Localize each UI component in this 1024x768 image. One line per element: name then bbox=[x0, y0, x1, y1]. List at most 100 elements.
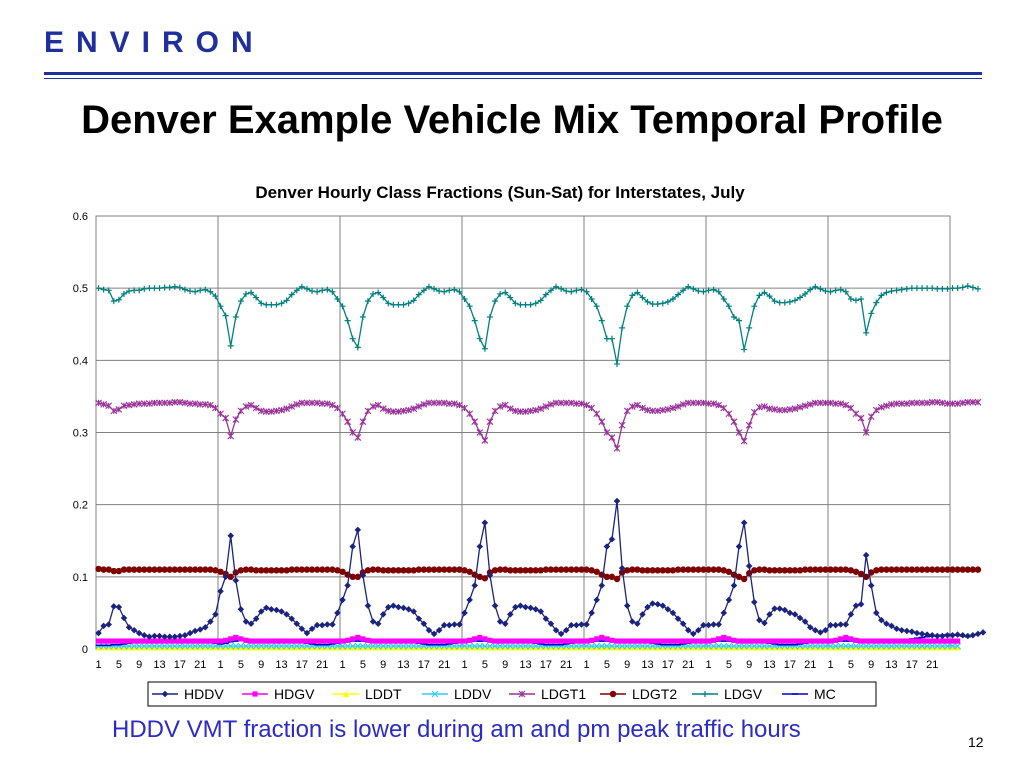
data-point-lddt bbox=[878, 644, 885, 651]
data-point-ldgv bbox=[497, 290, 504, 297]
data-point-ldgv bbox=[913, 285, 920, 292]
data-point-ldgv bbox=[542, 291, 549, 298]
data-point-ldgv bbox=[298, 283, 305, 290]
data-point-hddv bbox=[420, 620, 428, 628]
data-point-hdgv bbox=[126, 638, 132, 644]
data-point-hdgv bbox=[619, 638, 625, 644]
data-point-lddt bbox=[176, 644, 183, 651]
data-point-hdgv bbox=[833, 637, 839, 643]
data-point-ldgt1 bbox=[328, 401, 336, 409]
data-point-ldgt2 bbox=[512, 567, 519, 574]
data-point-lddt bbox=[512, 644, 519, 651]
data-point-hdgv bbox=[629, 638, 635, 644]
data-point-ldgt1 bbox=[344, 418, 352, 426]
data-point-hdgv bbox=[746, 638, 752, 644]
data-point-lddt bbox=[486, 644, 493, 651]
data-point-ldgt1 bbox=[95, 399, 102, 407]
data-point-lddt bbox=[563, 644, 570, 651]
data-point-ldgt1 bbox=[603, 429, 611, 436]
data-point-lddt bbox=[395, 644, 402, 651]
data-point-lddt bbox=[283, 644, 290, 651]
data-point-ldgt2 bbox=[156, 566, 163, 573]
x-tick-label: 21 bbox=[682, 659, 694, 671]
data-point-ldgt2 bbox=[476, 573, 483, 581]
data-point-hddv bbox=[440, 621, 448, 629]
data-point-hdgv bbox=[909, 638, 915, 644]
data-point-ldgt2 bbox=[461, 567, 468, 574]
data-point-lddt bbox=[644, 644, 651, 651]
data-point-ldgv bbox=[878, 292, 885, 299]
data-point-ldgt1 bbox=[100, 400, 108, 408]
data-point-ldgv bbox=[441, 288, 448, 295]
data-point-hddv bbox=[705, 621, 712, 629]
data-point-lddt bbox=[420, 644, 427, 651]
data-point-lddv bbox=[176, 642, 184, 650]
data-point-ldgt1 bbox=[405, 406, 413, 414]
data-point-ldgv bbox=[837, 286, 844, 293]
data-point-ldgt1 bbox=[725, 410, 733, 418]
data-point-hddv bbox=[313, 621, 321, 629]
data-point-ldgv bbox=[481, 345, 488, 352]
data-point-hdgv bbox=[111, 638, 117, 644]
data-point-lddv bbox=[186, 642, 194, 650]
data-point-hdgv bbox=[751, 638, 757, 644]
data-point-ldgt2 bbox=[410, 567, 417, 574]
data-point-lddv bbox=[583, 642, 590, 650]
data-point-ldgt2 bbox=[105, 566, 112, 573]
data-point-hdgv bbox=[172, 638, 178, 644]
data-point-hdgv bbox=[680, 638, 686, 644]
data-point-hddv bbox=[512, 603, 519, 611]
data-point-hdgv bbox=[421, 638, 427, 644]
data-point-ldgv bbox=[919, 285, 926, 292]
data-point-lddv bbox=[761, 642, 768, 650]
data-point-ldgt1 bbox=[283, 405, 291, 413]
data-point-ldgt2 bbox=[527, 567, 534, 574]
data-point-lddt bbox=[263, 644, 270, 651]
data-point-lddt bbox=[619, 644, 626, 651]
x-tick-label: 5 bbox=[726, 659, 732, 671]
data-point-hddv bbox=[847, 611, 855, 618]
data-point-ldgt1 bbox=[557, 399, 565, 407]
data-point-hdgv bbox=[817, 638, 823, 644]
data-point-lddv bbox=[725, 642, 733, 650]
data-point-hddv bbox=[293, 620, 301, 628]
data-point-ldgv bbox=[512, 300, 519, 307]
data-point-hdgv bbox=[878, 638, 884, 644]
data-point-hddv bbox=[583, 621, 590, 628]
data-point-hdgv bbox=[899, 638, 905, 644]
data-point-hdgv bbox=[426, 638, 432, 644]
data-point-ldgv bbox=[344, 317, 351, 324]
data-point-hdgv bbox=[528, 638, 534, 644]
data-point-ldgt2 bbox=[349, 573, 356, 581]
data-point-lddt bbox=[217, 644, 224, 651]
data-point-ldgt2 bbox=[557, 566, 565, 573]
data-point-ldgt2 bbox=[888, 566, 895, 573]
x-tick-label: 5 bbox=[360, 659, 366, 671]
data-point-lddv bbox=[206, 642, 214, 650]
data-point-ldgt1 bbox=[730, 418, 738, 426]
data-point-ldgt1 bbox=[379, 405, 387, 413]
data-point-ldgt2 bbox=[842, 566, 849, 573]
data-point-lddt bbox=[680, 644, 687, 651]
data-point-hdgv bbox=[807, 638, 813, 644]
data-point-ldgv bbox=[370, 290, 377, 297]
data-point-ldgv bbox=[131, 287, 138, 294]
data-point-ldgt1 bbox=[450, 400, 458, 408]
data-point-lddv bbox=[166, 642, 174, 650]
data-point-hddv bbox=[496, 618, 504, 625]
data-point-lddv bbox=[700, 642, 707, 650]
data-point-hddv bbox=[959, 631, 967, 639]
data-point-ldgv bbox=[908, 285, 915, 292]
data-point-ldgv bbox=[741, 346, 748, 353]
data-point-hdgv bbox=[385, 638, 391, 644]
data-point-ldgt2 bbox=[791, 567, 799, 574]
data-point-lddt bbox=[273, 644, 280, 651]
data-point-hddv bbox=[344, 582, 351, 589]
data-point-ldgv bbox=[456, 288, 463, 295]
data-point-lddv bbox=[506, 642, 514, 650]
data-point-hdgv bbox=[705, 638, 712, 644]
y-tick-label: 0 bbox=[82, 644, 88, 656]
data-point-hddv bbox=[781, 606, 789, 614]
data-point-hddv bbox=[776, 605, 784, 612]
data-point-ldgt1 bbox=[415, 403, 423, 410]
